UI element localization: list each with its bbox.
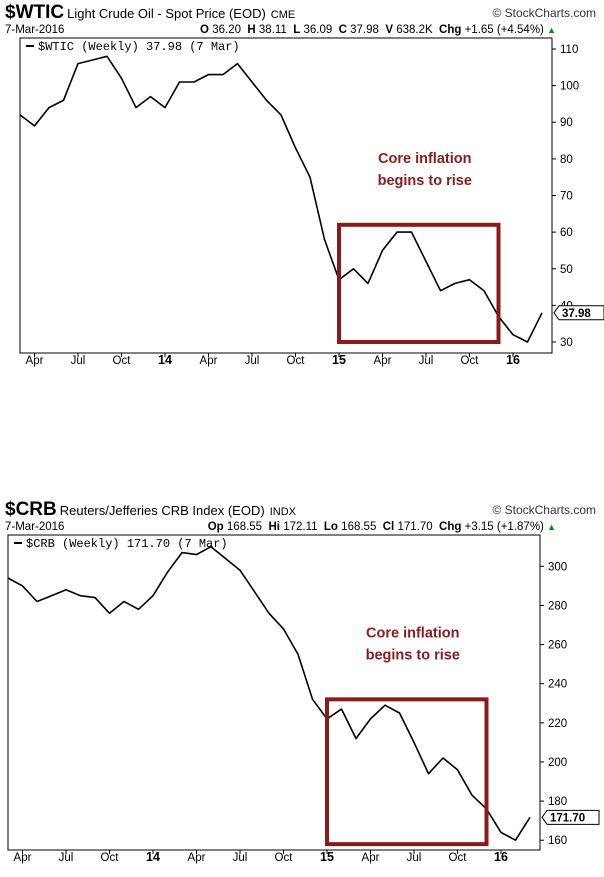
x-tick-label: Apr (200, 355, 218, 367)
price-line (7, 545, 531, 842)
highlight-box (325, 697, 489, 847)
x-tick-label: 16 (506, 353, 520, 367)
quote-values: Op 168.55 Hi 172.11 Lo 168.55 Cl 171.70 … (207, 521, 556, 533)
x-tick-label: Apr (362, 852, 380, 864)
wtic-price-chart: 30405060708090100110AprJulOct14AprJulOct… (19, 37, 604, 367)
annotation-text: begins to rise (378, 173, 472, 189)
chart-symbol: $WTIC (5, 2, 65, 23)
x-tick-label: Oct (461, 355, 480, 367)
up-arrow-icon: ▲ (547, 25, 556, 35)
annotation-text: Core inflation (366, 625, 459, 641)
legend-label: $CRB (Weekly) 171.70 (7 Mar) (26, 537, 228, 551)
y-tick-label: 80 (560, 154, 573, 166)
last-value-tag (541, 809, 600, 825)
x-tick-label: Oct (287, 355, 306, 367)
y-tick-label: 160 (548, 835, 567, 847)
chart-symbol: $CRB (5, 499, 57, 520)
y-tick-label: 200 (548, 757, 567, 769)
y-tick-label: 30 (560, 337, 573, 349)
y-tick-label: 110 (560, 44, 578, 56)
quote-date: 7-Mar-2016 (5, 24, 65, 36)
x-tick-label: Jul (245, 355, 260, 367)
quote-values: O 36.20 H 38.11 L 36.09 C 37.98 V 638.2K… (200, 24, 556, 36)
y-tick-label: 220 (548, 718, 567, 730)
x-tick-label: Jul (233, 852, 248, 864)
x-tick-label: 14 (146, 850, 160, 864)
x-tick-label: 15 (332, 353, 346, 367)
x-tick-label: Apr (14, 852, 32, 864)
stockcharts-brand[interactable]: © StockCharts.com (492, 503, 596, 517)
y-tick-label: 180 (548, 796, 567, 808)
x-tick-label: Apr (374, 355, 392, 367)
x-tick-label: 14 (158, 353, 172, 367)
x-tick-label: Apr (188, 852, 206, 864)
crb-chart-panel: $CRB Reuters/Jefferies CRB Index (EOD) IND… (0, 497, 604, 877)
chart-exchange: INDX (269, 506, 296, 518)
chart-exchange: CME (270, 9, 296, 21)
x-tick-label: 16 (494, 850, 508, 864)
plot-frame (7, 534, 541, 851)
last-value-label: 171.70 (550, 812, 585, 824)
crb-index-chart: 160 180 200 220 240 260 280 300 Apr Jul Oct 14 Apr Ju… (7, 534, 600, 864)
stockcharts-brand[interactable]: © StockCharts.com (492, 6, 596, 20)
chart-header: $WTIC Light Crude Oil - Spot Price (EOD) C… (5, 2, 596, 24)
last-value-tag (553, 305, 604, 321)
x-tick-label: 15 (320, 850, 334, 864)
y-tick-label: 60 (560, 227, 573, 239)
y-tick-label: 70 (560, 191, 573, 203)
y-tick-label: 50 (560, 264, 573, 276)
x-tick-label: Apr (26, 355, 44, 367)
y-tick-label: 280 (548, 600, 567, 612)
x-tick-label: Oct (449, 852, 468, 864)
price-line (19, 55, 543, 343)
last-value-label: 37.98 (562, 308, 591, 320)
x-tick-label: Oct (275, 852, 294, 864)
y-tick-label: 90 (560, 117, 573, 129)
quote-date: 7-Mar-2016 (5, 521, 65, 533)
y-tick-label: 100 (560, 81, 579, 93)
chart-header: $CRB Reuters/Jefferies CRB Index (EOD) IND… (5, 499, 596, 521)
x-tick-label: Jul (419, 355, 434, 367)
x-tick-label: Jul (59, 852, 74, 864)
highlight-box (337, 222, 501, 345)
up-arrow-icon: ▲ (547, 522, 556, 532)
x-tick-label: Oct (101, 852, 120, 864)
annotation-text: begins to rise (366, 647, 460, 663)
y-tick-label: 240 (548, 679, 567, 691)
chart-name: Light Crude Oil - Spot Price (EOD) (67, 6, 266, 21)
plot-frame (19, 37, 553, 354)
y-tick-label: 300 (548, 561, 567, 573)
y-tick-label: 260 (548, 640, 567, 652)
wtic-chart-panel: $WTIC Light Crude Oil - Spot Price (EOD) C… (0, 0, 604, 380)
x-tick-label: Jul (71, 355, 86, 367)
legend-label: $WTIC (Weekly) 37.98 (7 Mar) (38, 40, 240, 54)
x-tick-label: Oct (113, 355, 132, 367)
annotation-text: Core inflation (378, 151, 471, 167)
x-tick-label: Jul (407, 852, 422, 864)
chart-name: Reuters/Jefferies CRB Index (EOD) (59, 503, 265, 518)
